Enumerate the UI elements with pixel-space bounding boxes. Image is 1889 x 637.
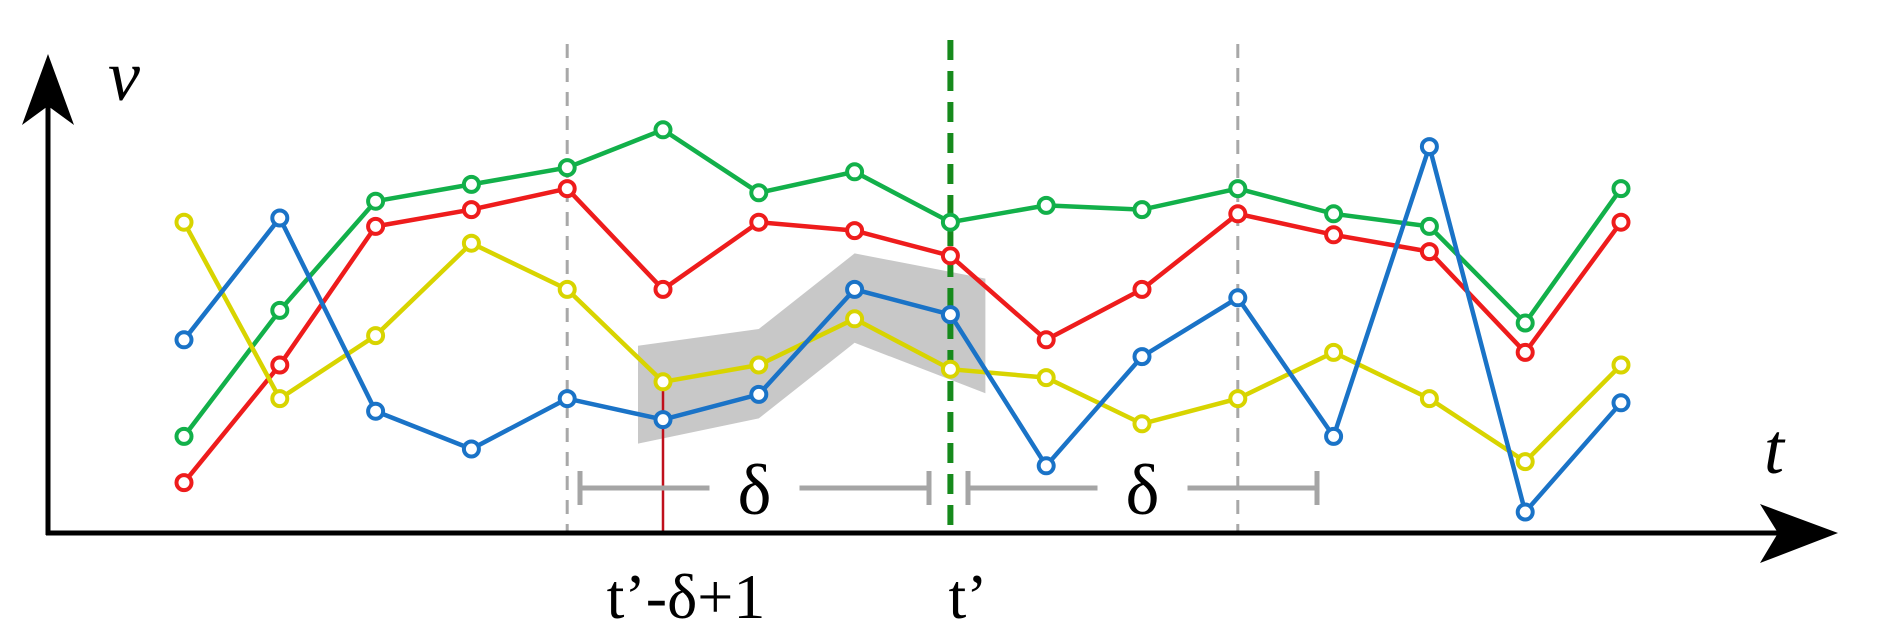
point-red-3 <box>366 216 386 236</box>
point-yellow-3 <box>366 326 386 346</box>
bracket-right: δ <box>965 450 1320 530</box>
point-yellow-2 <box>270 389 290 409</box>
point-green-15 <box>1515 313 1535 333</box>
point-red-5 <box>557 179 577 199</box>
start-time-label: t’-δ+1 <box>607 561 766 632</box>
point-green-3 <box>366 191 386 211</box>
highlight-window <box>638 253 986 444</box>
point-blue-13 <box>1324 426 1344 446</box>
y-axis-label: v <box>108 36 140 116</box>
point-blue-1 <box>174 330 194 350</box>
point-yellow-1 <box>174 212 194 232</box>
axes-layer: v t <box>22 36 1838 563</box>
point-blue-12 <box>1228 288 1248 308</box>
series-line-red <box>182 186 1623 485</box>
point-blue-9 <box>940 305 960 325</box>
highlight-layer <box>638 253 986 444</box>
point-green-2 <box>270 300 290 320</box>
point-blue-6 <box>653 410 673 430</box>
point-yellow-9 <box>940 359 960 379</box>
point-green-1 <box>174 426 194 446</box>
bracket-left: δ <box>577 450 932 530</box>
point-red-4 <box>461 200 481 220</box>
point-yellow-16 <box>1611 355 1631 375</box>
bracket-right-label: δ <box>1126 450 1160 530</box>
point-yellow-10 <box>1036 368 1056 388</box>
point-blue-15 <box>1515 502 1535 522</box>
point-yellow-5 <box>557 279 577 299</box>
series-green <box>174 120 1631 446</box>
point-blue-3 <box>366 401 386 421</box>
series-red <box>174 179 1631 493</box>
point-blue-4 <box>461 439 481 459</box>
point-yellow-7 <box>749 355 769 375</box>
point-red-9 <box>940 246 960 266</box>
series-layer <box>174 120 1631 522</box>
point-green-13 <box>1324 204 1344 224</box>
point-red-12 <box>1228 204 1248 224</box>
point-red-16 <box>1611 212 1631 232</box>
point-blue-10 <box>1036 456 1056 476</box>
series-line-green <box>182 127 1623 438</box>
series-line-blue <box>182 138 1623 517</box>
point-blue-7 <box>749 384 769 404</box>
series-line-yellow <box>182 221 1623 465</box>
point-red-11 <box>1132 279 1152 299</box>
bracket-left-label: δ <box>738 450 772 530</box>
point-green-6 <box>653 120 673 140</box>
point-yellow-6 <box>653 372 673 392</box>
point-green-12 <box>1228 179 1248 199</box>
point-green-14 <box>1419 216 1439 236</box>
point-red-10 <box>1036 330 1056 350</box>
point-green-10 <box>1036 195 1056 215</box>
point-red-15 <box>1515 342 1535 362</box>
point-red-8 <box>845 221 865 241</box>
point-yellow-8 <box>845 309 865 329</box>
point-red-7 <box>749 212 769 232</box>
point-blue-2 <box>270 208 290 228</box>
point-green-4 <box>461 174 481 194</box>
point-red-13 <box>1324 225 1344 245</box>
point-yellow-15 <box>1515 452 1535 472</box>
point-yellow-11 <box>1132 414 1152 434</box>
x-axis-label: t <box>1764 409 1786 489</box>
point-red-2 <box>270 355 290 375</box>
point-blue-14 <box>1419 137 1439 157</box>
current-time-label: t’ <box>948 561 987 632</box>
point-yellow-4 <box>461 233 481 253</box>
point-green-8 <box>845 162 865 182</box>
point-blue-8 <box>845 279 865 299</box>
point-green-9 <box>940 212 960 232</box>
point-blue-5 <box>557 389 577 409</box>
x-axis-arrowhead <box>1760 504 1838 563</box>
point-red-1 <box>174 473 194 493</box>
point-blue-11 <box>1132 347 1152 367</box>
point-yellow-12 <box>1228 389 1248 409</box>
point-yellow-13 <box>1324 342 1344 362</box>
point-blue-16 <box>1611 393 1631 413</box>
point-green-5 <box>557 158 577 178</box>
y-axis-arrowhead <box>22 54 74 125</box>
point-red-6 <box>653 279 673 299</box>
series-blue <box>174 137 1631 522</box>
point-green-7 <box>749 183 769 203</box>
series-yellow <box>174 212 1631 472</box>
point-yellow-14 <box>1419 389 1439 409</box>
point-red-14 <box>1419 242 1439 262</box>
point-green-16 <box>1611 179 1631 199</box>
point-green-11 <box>1132 200 1152 220</box>
